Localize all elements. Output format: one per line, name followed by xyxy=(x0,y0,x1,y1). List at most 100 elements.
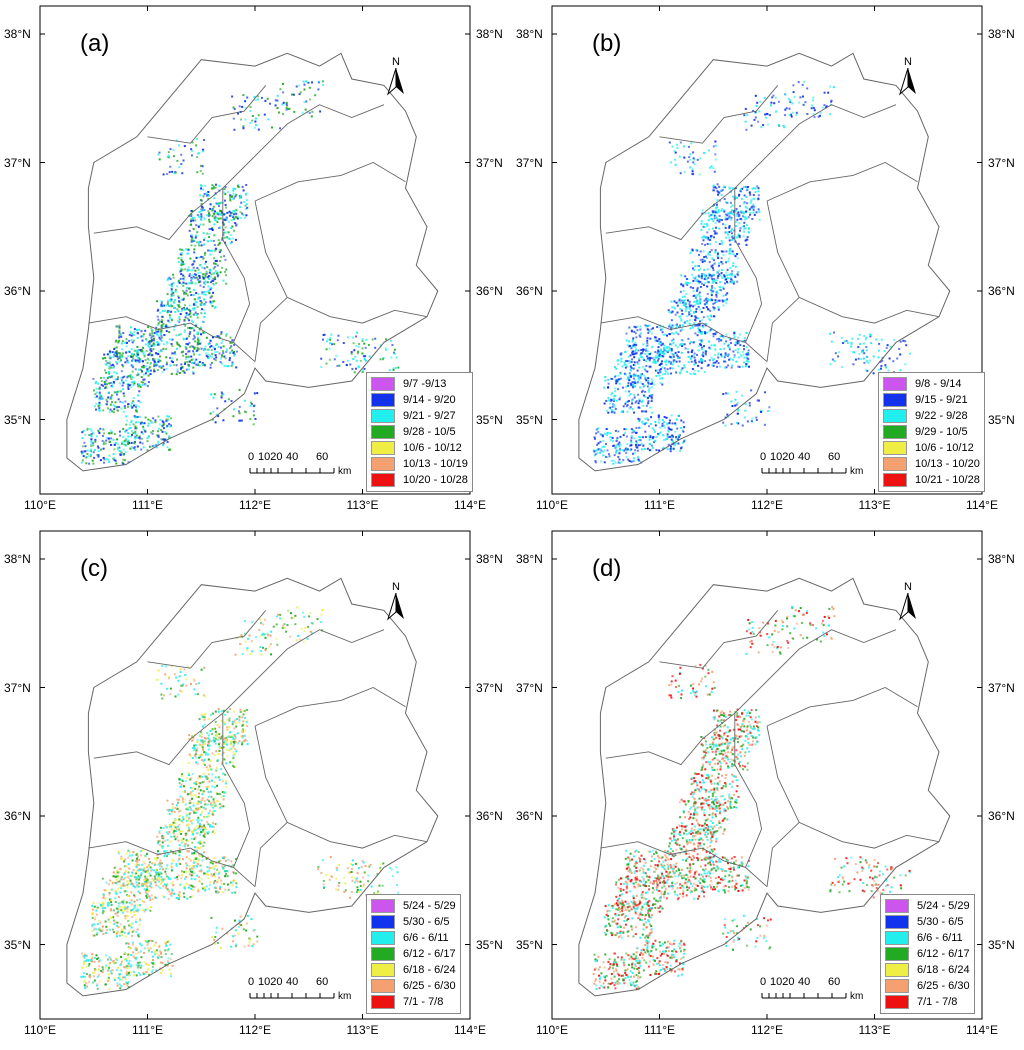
crop-pixel xyxy=(633,373,636,376)
crop-pixel xyxy=(658,351,661,354)
crop-pixel xyxy=(244,207,247,210)
district-boundary xyxy=(766,161,918,202)
crop-pixel xyxy=(733,332,736,335)
crop-pixel xyxy=(179,270,182,273)
crop-pixel xyxy=(716,338,719,341)
crop-pixel xyxy=(98,386,101,389)
crop-pixel xyxy=(210,239,213,242)
crop-pixel xyxy=(595,432,598,435)
crop-pixel xyxy=(209,270,212,273)
crop-pixel xyxy=(646,357,649,360)
crop-pixel xyxy=(207,785,210,788)
crop-pixel xyxy=(186,317,189,320)
crop-pixel xyxy=(812,113,815,115)
crop-pixel xyxy=(701,282,704,285)
crop-pixel xyxy=(299,91,302,94)
lon-label: 112°E xyxy=(239,498,271,512)
crop-pixel xyxy=(233,128,236,131)
crop-pixel xyxy=(632,452,634,455)
crop-pixel xyxy=(618,445,621,448)
crop-pixel xyxy=(152,429,155,432)
crop-pixel xyxy=(665,359,668,362)
crop-pixel xyxy=(286,104,289,107)
crop-pixel xyxy=(393,351,395,354)
crop-pixel xyxy=(185,292,188,295)
crop-pixel xyxy=(225,780,228,783)
crop-pixel xyxy=(672,359,675,362)
crop-pixel xyxy=(188,816,191,819)
crop-pixel xyxy=(631,358,634,361)
crop-pixel xyxy=(883,350,886,352)
crop-pixel xyxy=(133,328,136,331)
crop-pixel xyxy=(217,213,220,216)
crop-pixel xyxy=(745,353,748,356)
crop-pixel xyxy=(153,875,156,878)
crop-pixel xyxy=(199,199,202,202)
crop-pixel xyxy=(637,393,640,396)
crop-pixel xyxy=(209,300,212,303)
crop-pixel xyxy=(86,449,89,452)
crop-pixel xyxy=(195,750,198,753)
crop-pixel xyxy=(178,857,181,860)
crop-pixel xyxy=(724,424,727,427)
crop-pixel xyxy=(175,364,178,367)
crop-pixel xyxy=(679,329,682,332)
crop-pixel xyxy=(189,331,192,333)
crop-pixel xyxy=(190,791,193,794)
crop-pixel xyxy=(127,406,129,408)
crop-pixel xyxy=(783,126,786,129)
crop-pixel xyxy=(722,304,725,307)
crop-pixel xyxy=(648,425,651,428)
crop-pixel xyxy=(113,371,116,374)
crop-pixel xyxy=(185,819,188,822)
crop-pixel xyxy=(731,212,734,215)
crop-pixel xyxy=(686,160,689,163)
crop-pixel xyxy=(737,365,740,368)
map-panel-a: 110°E 111°E 112°E 113°E 114°E 38°N 37°N 36°N 35°… xyxy=(0,0,512,525)
crop-pixel xyxy=(242,710,245,712)
crop-pixel xyxy=(193,747,196,750)
crop-pixel xyxy=(187,364,190,367)
crop-pixel xyxy=(174,171,177,174)
crop-pixel xyxy=(170,360,173,363)
crop-pixel xyxy=(181,796,184,799)
crop-pixel xyxy=(137,864,140,866)
crop-pixel xyxy=(658,374,661,377)
crop-pixel xyxy=(705,237,708,240)
crop-pixel xyxy=(192,327,195,330)
crop-pixel xyxy=(137,373,140,376)
crop-pixel xyxy=(208,734,210,737)
crop-pixel xyxy=(630,441,633,444)
crop-pixel xyxy=(687,356,690,359)
crop-pixel xyxy=(719,348,722,351)
crop-pixel xyxy=(733,331,736,333)
crop-pixel xyxy=(120,342,123,345)
crop-pixel xyxy=(718,289,721,291)
crop-pixel xyxy=(650,444,653,447)
crop-pixel xyxy=(138,858,141,861)
crop-pixel xyxy=(116,378,119,381)
crop-pixel xyxy=(732,211,735,214)
crop-pixel xyxy=(736,253,738,255)
crop-pixel xyxy=(214,215,217,218)
crop-pixel xyxy=(689,166,692,169)
crop-pixel xyxy=(593,454,596,457)
crop-pixel xyxy=(205,336,208,339)
crop-pixel xyxy=(201,256,204,259)
crop-pixel xyxy=(232,213,235,216)
crop-pixel xyxy=(120,442,123,445)
crop-pixel xyxy=(729,266,732,269)
crop-pixel xyxy=(168,448,170,451)
crop-pixel xyxy=(630,448,633,451)
crop-pixel xyxy=(240,735,243,738)
crop-pixel xyxy=(173,325,176,328)
crop-pixel xyxy=(872,355,875,358)
crop-pixel xyxy=(197,807,200,810)
crop-pixel xyxy=(203,751,206,754)
crop-pixel xyxy=(614,461,617,464)
crop-pixel xyxy=(612,459,615,462)
crop-pixel xyxy=(653,383,655,386)
legend-item: 9/7 -9/13 xyxy=(371,376,468,392)
crop-pixel xyxy=(190,279,193,282)
crop-pixel xyxy=(217,415,220,418)
